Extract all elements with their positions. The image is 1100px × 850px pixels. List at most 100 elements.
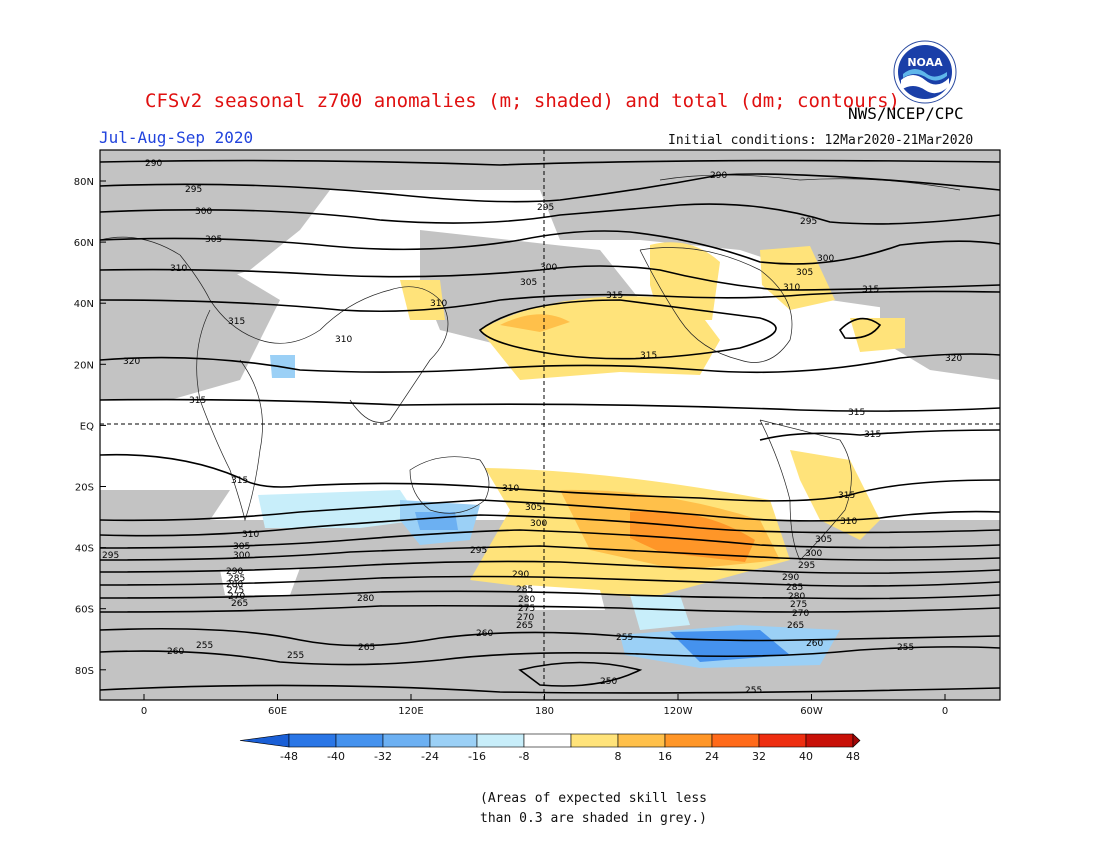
svg-text:280: 280 [357, 594, 374, 604]
svg-text:295: 295 [537, 203, 554, 213]
colorbar-label: 48 [846, 750, 860, 763]
colorbar-label: -24 [421, 750, 439, 763]
colorbar-label: 40 [799, 750, 813, 763]
svg-text:265: 265 [231, 599, 248, 609]
svg-text:270: 270 [228, 592, 245, 602]
svg-text:315: 315 [864, 430, 881, 440]
lat-tick-label: 20N [74, 360, 94, 371]
svg-text:300: 300 [233, 551, 250, 561]
colorbar-label: -16 [468, 750, 486, 763]
skill-note-line1: (Areas of expected skill less [480, 791, 707, 806]
svg-text:315: 315 [231, 476, 248, 486]
svg-text:255: 255 [897, 643, 914, 653]
colorbar-swatch [335, 733, 384, 748]
lon-tick-label: 60W [800, 706, 823, 717]
svg-text:305: 305 [233, 542, 250, 552]
svg-text:310: 310 [840, 517, 857, 527]
svg-text:260: 260 [167, 647, 184, 657]
colorbar-label: -8 [519, 750, 530, 763]
svg-text:315: 315 [848, 408, 865, 418]
lon-tick-label: 60E [268, 706, 287, 717]
lon-tick-label: 0 [942, 706, 948, 717]
contour-labels: 290 295 300 305 310 315 320 310 310 295 … [102, 159, 962, 696]
svg-text:315: 315 [640, 351, 657, 361]
svg-text:275: 275 [227, 586, 244, 596]
svg-text:310: 310 [242, 530, 259, 540]
svg-text:290: 290 [512, 570, 529, 580]
colorbar-arrow-high [852, 733, 861, 748]
svg-text:300: 300 [530, 519, 547, 529]
colorbar-swatch [664, 733, 713, 748]
svg-text:280: 280 [226, 580, 243, 590]
lat-tick-label: EQ [80, 421, 94, 432]
colorbar-swatch [523, 733, 572, 748]
colorbar-label: -40 [327, 750, 345, 763]
svg-text:290: 290 [710, 171, 727, 181]
figure-title: CFSv2 seasonal z700 anomalies (m; shaded… [145, 90, 900, 112]
svg-text:255: 255 [196, 641, 213, 651]
colorbar-swatch [476, 733, 525, 748]
skill-note-line2: than 0.3 are shaded in grey.) [480, 811, 707, 826]
colorbar-label: -32 [374, 750, 392, 763]
season-label: Jul-Aug-Sep 2020 [99, 128, 254, 147]
svg-text:310: 310 [170, 264, 187, 274]
svg-text:305: 305 [796, 268, 813, 278]
svg-text:285: 285 [228, 574, 245, 584]
svg-text:265: 265 [787, 621, 804, 631]
lon-tick-label: 120E [398, 706, 423, 717]
svg-text:305: 305 [520, 278, 537, 288]
lon-tick-label: 120W [664, 706, 693, 717]
svg-text:255: 255 [745, 686, 762, 696]
svg-text:315: 315 [606, 291, 623, 301]
svg-text:295: 295 [800, 217, 817, 227]
colorbar-swatch [382, 733, 431, 748]
colorbar-swatch [617, 733, 666, 748]
svg-text:285: 285 [786, 583, 803, 593]
svg-text:280: 280 [518, 595, 535, 605]
svg-text:290: 290 [226, 567, 243, 577]
svg-text:255: 255 [287, 651, 304, 661]
svg-text:280: 280 [788, 592, 805, 602]
logo-text: NOAA [907, 56, 943, 69]
longitude-axis: 0 60E 120E 180 120W 60W 0 [141, 694, 948, 717]
svg-text:300: 300 [540, 263, 557, 273]
svg-text:265: 265 [358, 643, 375, 653]
svg-text:315: 315 [189, 396, 206, 406]
svg-text:250: 250 [600, 677, 617, 687]
colorbar-label: 24 [705, 750, 719, 763]
svg-text:290: 290 [145, 159, 162, 169]
noaa-logo: NOAA [893, 40, 957, 104]
svg-text:265: 265 [516, 621, 533, 631]
svg-text:305: 305 [525, 503, 542, 513]
svg-text:320: 320 [945, 354, 962, 364]
svg-text:315: 315 [228, 317, 245, 327]
colorbar-swatch [429, 733, 478, 748]
svg-text:295: 295 [798, 561, 815, 571]
svg-text:290: 290 [782, 573, 799, 583]
coastlines [99, 174, 961, 561]
colorbar-swatch [805, 733, 854, 748]
lon-tick-label: 0 [141, 706, 147, 717]
lat-tick-label: 20S [75, 483, 94, 494]
colorbar-label: 32 [752, 750, 766, 763]
colorbar-arrow-low [239, 733, 290, 748]
latitude-axis: 80N 60N 40N 20N EQ 20S 40S 60S 80S [74, 177, 106, 677]
agency-label: NWS/NCEP/CPC [848, 104, 964, 123]
lat-tick-label: 60N [74, 238, 94, 249]
svg-text:300: 300 [195, 207, 212, 217]
svg-text:275: 275 [790, 600, 807, 610]
svg-text:300: 300 [817, 254, 834, 264]
svg-text:305: 305 [205, 235, 222, 245]
initial-conditions-label: Initial conditions: 12Mar2020-21Mar2020 [668, 133, 974, 148]
svg-text:310: 310 [430, 299, 447, 309]
lat-tick-label: 40N [74, 299, 94, 310]
lat-tick-label: 60S [75, 605, 94, 616]
colorbar-swatch [711, 733, 760, 748]
svg-text:310: 310 [783, 283, 800, 293]
svg-text:310: 310 [335, 335, 352, 345]
lat-tick-label: 40S [75, 544, 94, 555]
svg-text:260: 260 [806, 639, 823, 649]
svg-text:285: 285 [516, 585, 533, 595]
height-contours [99, 159, 1001, 694]
